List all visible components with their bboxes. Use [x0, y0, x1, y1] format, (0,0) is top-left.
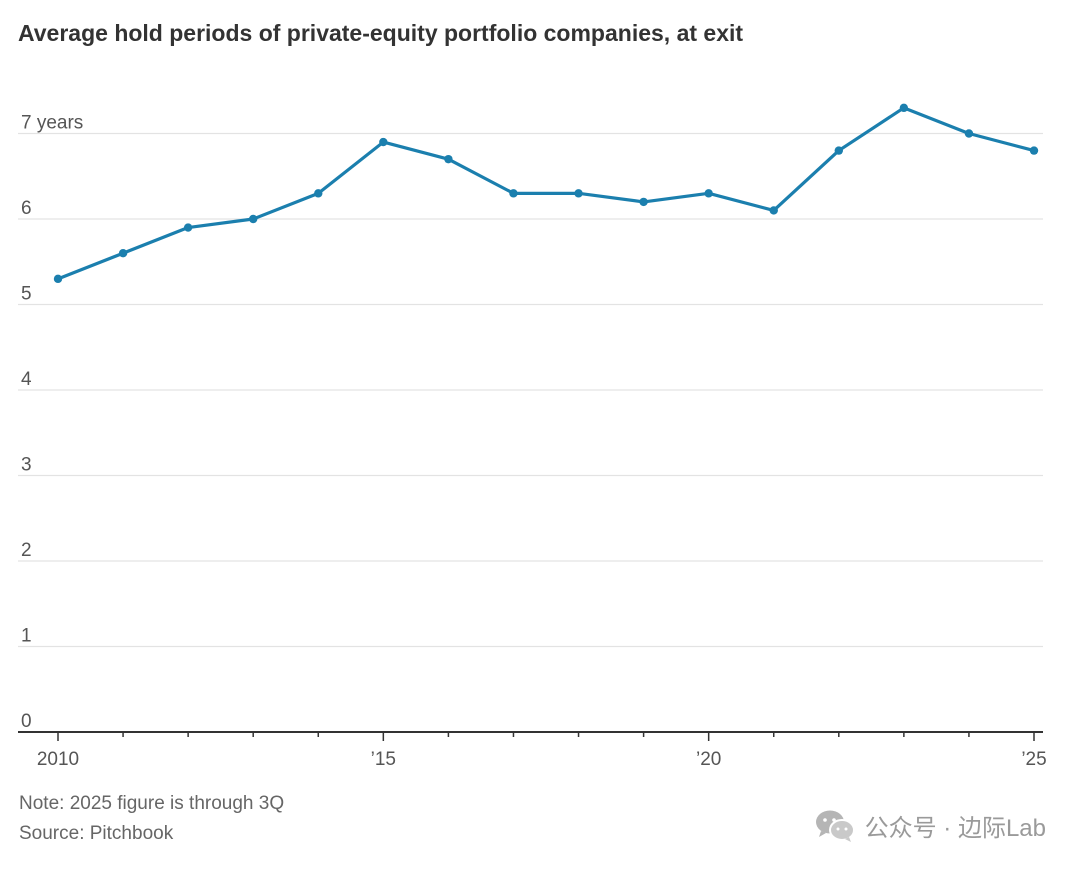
- data-point: [574, 189, 583, 198]
- data-point: [834, 146, 843, 155]
- data-point: [314, 189, 323, 198]
- chart-note: Note: 2025 figure is through 3Q: [19, 793, 285, 814]
- watermark: 公众号 · 边际Lab: [815, 808, 1046, 843]
- data-point: [704, 189, 713, 198]
- x-axis-ticks: 2010 ’15 ’20 ’25: [18, 731, 1047, 770]
- x-tick-label: ’20: [696, 749, 721, 770]
- y-tick-label: 1: [21, 626, 32, 647]
- data-point: [964, 129, 974, 138]
- data-point: [899, 103, 909, 113]
- y-tick-label: 4: [21, 369, 32, 390]
- data-point: [769, 206, 778, 215]
- series-group: [53, 103, 1039, 284]
- data-point: [249, 214, 258, 224]
- wechat-icon: [815, 810, 855, 842]
- data-point: [379, 137, 388, 147]
- y-tick-label: 0: [21, 711, 32, 732]
- x-tick-label: ’15: [371, 749, 396, 770]
- data-point: [53, 274, 63, 284]
- series-line: [56, 106, 1036, 281]
- x-tick-label: 2010: [37, 749, 79, 770]
- y-tick-label: 7 years: [21, 113, 83, 134]
- line-chart: 0 1 2 3 4 5 6 7 years 2010 ’15 ’20 ’25: [18, 103, 1047, 770]
- watermark-text: 公众号 · 边际Lab: [864, 815, 1046, 842]
- y-axis-ticks: 0 1 2 3 4 5 6 7 years: [21, 113, 83, 733]
- data-point: [1029, 146, 1039, 155]
- y-tick-label: 3: [21, 455, 32, 476]
- y-tick-label: 5: [21, 284, 32, 305]
- data-point: [509, 189, 518, 198]
- chart-title: Average hold periods of private-equity p…: [18, 20, 744, 46]
- y-tick-label: 6: [21, 198, 32, 219]
- data-point: [444, 154, 453, 164]
- chart-source: Source: Pitchbook: [19, 823, 174, 844]
- data-point: [183, 223, 193, 232]
- data-point: [118, 249, 128, 258]
- data-point: [639, 197, 648, 207]
- x-tick-label: ’25: [1021, 749, 1046, 770]
- y-tick-label: 2: [21, 540, 32, 561]
- gridlines: [18, 132, 1043, 648]
